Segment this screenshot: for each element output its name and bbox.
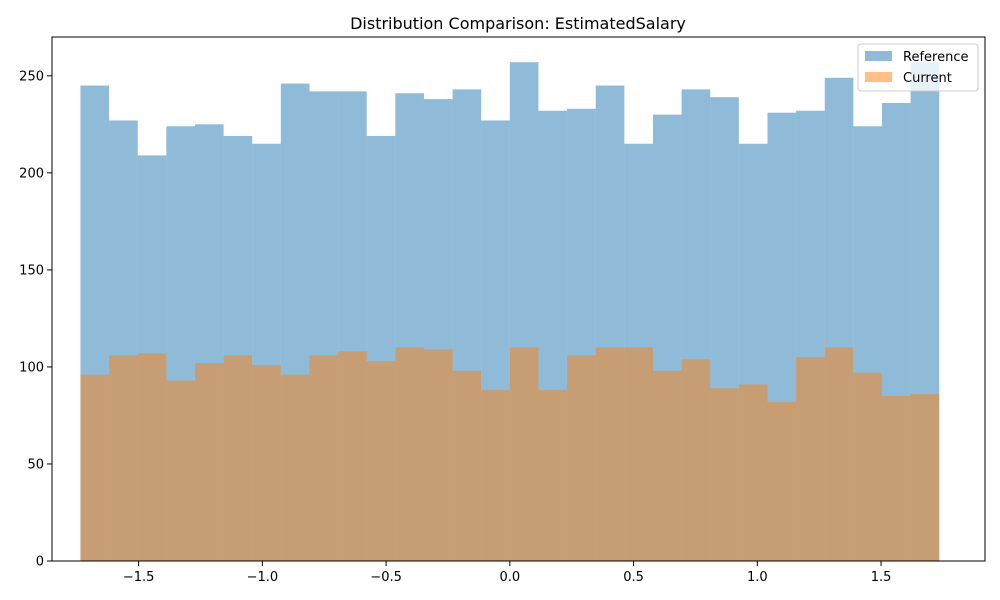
x-axis: −1.5 −1.0 −0.5 0.0 0.5 1.0 1.5 xyxy=(123,561,892,585)
bar-current-4 xyxy=(194,363,224,561)
y-tick-label: 150 xyxy=(19,263,44,278)
x-tick-label: −0.5 xyxy=(370,570,402,585)
x-tick-label: 0.5 xyxy=(623,570,644,585)
bar-current-19 xyxy=(624,347,653,561)
plot-frame xyxy=(51,36,986,562)
bar-current-10 xyxy=(366,361,396,561)
chart-title: Distribution Comparison: EstimatedSalary xyxy=(350,14,686,33)
bar-current-12 xyxy=(423,349,453,561)
x-tick-label: −1.0 xyxy=(247,570,279,585)
legend-label-reference: Reference xyxy=(903,50,968,65)
legend-swatch-reference xyxy=(865,51,892,61)
bar-current-3 xyxy=(166,380,195,561)
legend-label-current: Current xyxy=(903,71,952,86)
y-tick-label: 50 xyxy=(27,457,44,472)
x-tick-label: 0.0 xyxy=(499,570,520,585)
y-tick-label: 250 xyxy=(19,69,44,84)
x-tick-label: 1.5 xyxy=(871,570,892,585)
bar-current-21 xyxy=(681,359,711,561)
bar-current-25 xyxy=(796,357,825,561)
bar-current-20 xyxy=(652,370,682,561)
bar-current-7 xyxy=(280,374,310,561)
y-tick-label: 100 xyxy=(19,360,44,375)
bar-current-13 xyxy=(452,370,482,561)
bar-current-1 xyxy=(109,355,138,561)
bar-current-8 xyxy=(309,355,339,561)
bar-current-26 xyxy=(824,347,854,561)
bar-current-18 xyxy=(595,347,625,561)
bar-current-28 xyxy=(881,396,911,561)
y-tick-label: 0 xyxy=(36,555,44,570)
bars-layer xyxy=(80,62,940,562)
bar-current-14 xyxy=(481,390,510,561)
bar-current-15 xyxy=(509,347,539,561)
bar-current-17 xyxy=(567,355,596,561)
y-axis: 0 50 100 150 200 250 xyxy=(19,69,52,570)
bar-current-0 xyxy=(80,374,110,561)
x-tick-label: 1.0 xyxy=(747,570,768,585)
legend: Reference Current xyxy=(857,43,979,92)
bar-current-23 xyxy=(738,384,768,561)
bar-current-11 xyxy=(395,347,424,561)
bar-current-24 xyxy=(767,401,797,561)
bar-current-2 xyxy=(137,353,167,561)
bar-current-29 xyxy=(910,394,940,561)
bar-current-5 xyxy=(223,355,253,561)
bar-current-16 xyxy=(538,390,568,561)
y-tick-label: 200 xyxy=(19,166,44,181)
bar-current-27 xyxy=(853,372,882,561)
legend-swatch-current xyxy=(865,72,892,82)
bar-current-6 xyxy=(252,364,281,561)
bar-current-22 xyxy=(710,388,739,561)
x-tick-label: −1.5 xyxy=(123,570,155,585)
bar-current-9 xyxy=(338,351,367,561)
